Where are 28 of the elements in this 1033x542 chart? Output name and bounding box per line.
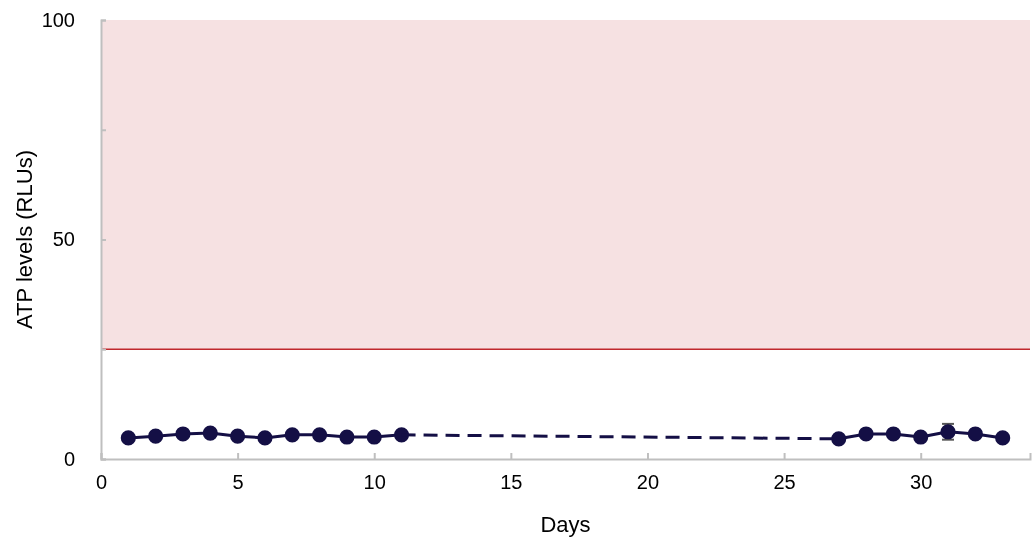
x-tick-label: 25 <box>773 471 796 494</box>
point <box>913 429 929 445</box>
x-tick-label: 0 <box>95 471 108 494</box>
point <box>120 430 136 446</box>
x-tick-label: 30 <box>910 471 933 494</box>
y-tick-label: 100 <box>41 8 75 31</box>
point <box>885 426 901 442</box>
point <box>148 428 164 444</box>
x-tick-label: 20 <box>636 471 660 494</box>
point <box>312 427 328 443</box>
x-axis-title: Days <box>540 512 591 537</box>
point <box>284 427 300 443</box>
x-tick-label: 5 <box>232 471 244 494</box>
point <box>967 426 983 442</box>
point <box>202 425 218 441</box>
x-tick-label: 15 <box>500 471 523 494</box>
x-tick-label: 10 <box>363 471 386 494</box>
point <box>995 430 1011 446</box>
y-tick-label: 0 <box>63 447 75 470</box>
point <box>831 431 847 447</box>
point <box>230 428 246 444</box>
point <box>257 430 273 446</box>
point <box>858 426 874 442</box>
point <box>175 426 191 442</box>
point <box>366 429 382 445</box>
y-tick-label: 50 <box>52 228 75 251</box>
point <box>339 429 355 445</box>
y-axis-title: ATP levels (RLUs) <box>12 150 37 329</box>
